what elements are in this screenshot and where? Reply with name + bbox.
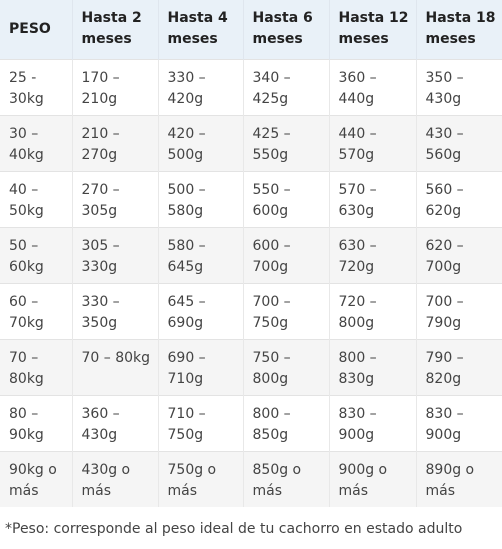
cell-hasta-4-meses: 330 – 420g bbox=[158, 58, 244, 115]
header-6-months: Hasta 6 meses bbox=[243, 0, 330, 59]
cell-hasta-18-meses: 350 – 430g bbox=[416, 58, 502, 115]
cell-hasta-6-meses: 340 – 425g bbox=[243, 58, 330, 115]
cell-hasta-18-meses: 430 – 560g bbox=[416, 114, 502, 171]
cell-hasta-4-meses: 710 – 750g bbox=[158, 394, 244, 451]
cell-hasta-2-meses: 70 – 80kg bbox=[72, 338, 159, 395]
header-18-months: Hasta 18 meses bbox=[425, 10, 496, 48]
cell-hasta-12-meses: 800 – 830g bbox=[329, 338, 417, 395]
table-row: 50 – 60kg 305 – 330g 580 – 645g 600 – 700g 6… bbox=[0, 226, 502, 283]
cell-hasta-12-meses: 630 – 720g bbox=[329, 226, 417, 283]
cell-weight: 30 – 40kg bbox=[0, 114, 73, 171]
cell-weight: 80 – 90kg bbox=[0, 394, 73, 451]
cell-hasta-12-meses: 720 – 800g bbox=[329, 282, 417, 339]
cell-hasta-18-meses: 890g o más bbox=[416, 450, 502, 507]
cell-hasta-2-meses: 305 – 330g bbox=[72, 226, 159, 283]
cell-hasta-6-meses: 800 – 850g bbox=[243, 394, 330, 451]
cell-hasta-6-meses: 750 – 800g bbox=[243, 338, 330, 395]
cell-hasta-2-meses: 210 – 270g bbox=[72, 114, 159, 171]
cell-hasta-4-meses: 500 – 580g bbox=[158, 170, 244, 227]
cell-weight: 70 – 80kg bbox=[0, 338, 73, 395]
table-row: 90kg o más 430g o más 750g o más 850g o más… bbox=[0, 450, 502, 507]
cell-hasta-6-meses: 550 – 600g bbox=[243, 170, 330, 227]
cell-hasta-12-meses: 440 – 570g bbox=[329, 114, 417, 171]
feeding-table: PESO Hasta 2 meses Hasta 4 meses Hasta 6… bbox=[0, 0, 502, 507]
cell-hasta-6-meses: 700 – 750g bbox=[243, 282, 330, 339]
cell-weight: 40 – 50kg bbox=[0, 170, 73, 227]
cell-hasta-18-meses: 560 – 620g bbox=[416, 170, 502, 227]
cell-hasta-4-meses: 750g o más bbox=[158, 450, 244, 507]
cell-hasta-12-meses: 360 – 440g bbox=[329, 58, 417, 115]
cell-hasta-2-meses: 430g o más bbox=[72, 450, 159, 507]
cell-weight: 50 – 60kg bbox=[0, 226, 73, 283]
cell-hasta-18-meses: 700 – 790g bbox=[416, 282, 502, 339]
header-4-months: Hasta 4 meses bbox=[158, 0, 244, 59]
cell-weight: 25 - 30kg bbox=[0, 58, 73, 115]
header-row: PESO Hasta 2 meses Hasta 4 meses Hasta 6… bbox=[0, 0, 502, 59]
table-body: 25 - 30kg 170 – 210g 330 – 420g 340 – 425g 3… bbox=[0, 58, 502, 507]
cell-weight: 90kg o más bbox=[0, 450, 73, 507]
cell-hasta-2-meses: 270 – 305g bbox=[72, 170, 159, 227]
cell-hasta-4-meses: 420 – 500g bbox=[158, 114, 244, 171]
table-row: 70 – 80kg 70 – 80kg 690 – 710g 750 – 800g 80… bbox=[0, 338, 502, 395]
cell-hasta-18-meses: 620 – 700g bbox=[416, 226, 502, 283]
table-row: 40 – 50kg 270 – 305g 500 – 580g 550 – 600g 5… bbox=[0, 170, 502, 227]
table-row: 25 - 30kg 170 – 210g 330 – 420g 340 – 425g 3… bbox=[0, 58, 502, 115]
footnote: *Peso: corresponde al peso ideal de tu c… bbox=[5, 521, 463, 537]
cell-hasta-4-meses: 690 – 710g bbox=[158, 338, 244, 395]
cell-hasta-6-meses: 600 – 700g bbox=[243, 226, 330, 283]
header-2-months: Hasta 2 meses bbox=[72, 0, 159, 59]
header-weight: PESO bbox=[0, 0, 73, 59]
table-row: 80 – 90kg 360 – 430g 710 – 750g 800 – 850g 8… bbox=[0, 394, 502, 451]
cell-hasta-2-meses: 330 – 350g bbox=[72, 282, 159, 339]
cell-hasta-4-meses: 645 – 690g bbox=[158, 282, 244, 339]
cell-hasta-6-meses: 425 – 550g bbox=[243, 114, 330, 171]
table-row: 60 – 70kg 330 – 350g 645 – 690g 700 – 750g 7… bbox=[0, 282, 502, 339]
cell-hasta-6-meses: 850g o más bbox=[243, 450, 330, 507]
cell-hasta-18-meses: 790 – 820g bbox=[416, 338, 502, 395]
table-header: PESO Hasta 2 meses Hasta 4 meses Hasta 6… bbox=[0, 0, 502, 59]
cell-weight: 60 – 70kg bbox=[0, 282, 73, 339]
cell-hasta-2-meses: 170 – 210g bbox=[72, 58, 159, 115]
cell-hasta-12-meses: 570 – 630g bbox=[329, 170, 417, 227]
cell-hasta-12-meses: 830 – 900g bbox=[329, 394, 417, 451]
header-12-months: Hasta 12 meses bbox=[329, 0, 417, 59]
cell-hasta-12-meses: 900g o más bbox=[329, 450, 417, 507]
cell-hasta-4-meses: 580 – 645g bbox=[158, 226, 244, 283]
table-row: 30 – 40kg 210 – 270g 420 – 500g 425 – 550g 4… bbox=[0, 114, 502, 171]
cell-hasta-18-meses: 830 – 900g bbox=[416, 394, 502, 451]
cell-hasta-2-meses: 360 – 430g bbox=[72, 394, 159, 451]
